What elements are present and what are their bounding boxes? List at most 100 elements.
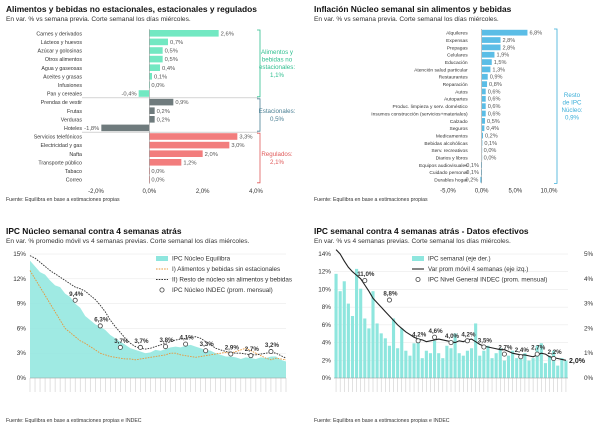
data-label: 1,3% bbox=[492, 67, 505, 73]
data-label: 0,1% bbox=[154, 74, 167, 80]
category-label: Autopartes bbox=[444, 97, 468, 103]
category-label: Bebidas alcohólicas bbox=[424, 141, 468, 147]
bar bbox=[490, 358, 494, 378]
data-label: 0,4% bbox=[162, 66, 175, 72]
group-callout: 2,1% bbox=[270, 159, 285, 166]
bar bbox=[511, 350, 515, 378]
legend-entry: I) Alimentos y bebidas sin estacionales bbox=[172, 266, 280, 273]
category-label: Serv. recreativos bbox=[431, 148, 468, 154]
bar bbox=[481, 51, 495, 58]
panel-subtitle: En var. % promedio móvil vs 4 semanas pr… bbox=[6, 238, 250, 245]
panel-subtitle: En var. % vs semana previa. Corte semana… bbox=[6, 16, 191, 23]
indec-marker bbox=[163, 344, 169, 350]
x-tick-label: 5,0% bbox=[508, 188, 522, 194]
category-label: Azúcar y golosinas bbox=[38, 49, 83, 55]
bar bbox=[494, 353, 498, 378]
indec-marker bbox=[183, 341, 189, 347]
category-label: Calzado bbox=[450, 119, 468, 125]
category-label: Correo bbox=[66, 178, 82, 184]
source-note: Fuente: Equilibra en base a estimaciones… bbox=[6, 197, 120, 203]
x-tick-label: 4,0% bbox=[249, 189, 263, 195]
group-callout: Regulados: bbox=[261, 151, 293, 158]
bar bbox=[552, 350, 556, 378]
series-line bbox=[29, 270, 287, 361]
legend-entry: IPC semanal (eje der.) bbox=[428, 256, 491, 263]
bar bbox=[531, 358, 535, 378]
bar bbox=[515, 358, 519, 378]
bar bbox=[481, 88, 486, 95]
bar bbox=[481, 125, 485, 132]
indec-marker bbox=[551, 356, 557, 362]
data-label: -0,4% bbox=[122, 92, 137, 98]
indec-marker bbox=[464, 338, 470, 344]
bar bbox=[527, 360, 531, 378]
bar bbox=[481, 140, 483, 146]
data-label: 2,0% bbox=[205, 152, 218, 158]
bar bbox=[481, 95, 486, 102]
bar bbox=[481, 66, 491, 73]
indec-marker bbox=[268, 349, 274, 355]
bar bbox=[149, 73, 152, 80]
bar bbox=[408, 355, 412, 378]
bar bbox=[375, 323, 379, 378]
bar bbox=[138, 90, 150, 97]
panel-title: IPC semanal contra 4 semanas atrás - Dat… bbox=[314, 226, 529, 236]
category-label: Equipos audiovisuales bbox=[419, 163, 468, 169]
category-label: Transporte público bbox=[38, 160, 82, 166]
panel-core-nonfood: Inflación Núcleo semanal sin alimentos y… bbox=[314, 4, 594, 204]
callout-text: 0,9% bbox=[565, 115, 580, 122]
bar bbox=[428, 353, 433, 378]
category-label: Otros alimentos bbox=[45, 57, 82, 63]
data-label: 0,6% bbox=[488, 89, 501, 95]
data-label: -1,8% bbox=[84, 126, 99, 132]
bar bbox=[149, 64, 160, 71]
category-label: Atención salud particular bbox=[414, 67, 468, 73]
bar bbox=[535, 345, 539, 378]
data-label: 1,9% bbox=[496, 53, 509, 59]
end-label: 2,0% bbox=[569, 358, 586, 365]
data-label: 0,2% bbox=[157, 109, 170, 115]
data-label: 0,4% bbox=[486, 126, 499, 132]
group-callout: 1,1% bbox=[270, 72, 285, 79]
bar bbox=[469, 348, 474, 378]
indec-marker bbox=[518, 354, 524, 360]
y-left-tick-label: 8% bbox=[322, 304, 332, 311]
category-label: Cuidado personal bbox=[429, 170, 467, 176]
group-callout: Alimentos y bbox=[261, 49, 294, 56]
data-label: 0,0% bbox=[151, 169, 164, 175]
data-label: 0,5% bbox=[165, 57, 178, 63]
bar bbox=[543, 363, 547, 378]
bar bbox=[367, 328, 371, 378]
indec-marker bbox=[386, 297, 392, 303]
y-right-tick-label: 5% bbox=[584, 251, 594, 258]
category-label: Expensas bbox=[446, 38, 468, 44]
x-tick-label: 2,0% bbox=[196, 189, 210, 195]
panel-title: Inflación Núcleo semanal sin alimentos y… bbox=[314, 4, 512, 14]
marker-label: 2,7% bbox=[531, 345, 546, 352]
callout-bracket bbox=[554, 28, 558, 184]
marker-label: 3,5% bbox=[478, 338, 493, 345]
bar bbox=[481, 73, 488, 80]
group-bracket bbox=[257, 98, 261, 132]
bar bbox=[502, 360, 506, 378]
bar bbox=[396, 348, 400, 378]
category-label: Hoteles bbox=[64, 126, 82, 132]
bar bbox=[149, 30, 219, 37]
marker-label: 8,8% bbox=[383, 291, 398, 298]
legend-entry: IPC Nivel General INDEC (prom. mensual) bbox=[428, 277, 547, 284]
source-note: Fuente: Equilibra en base a estimaciones… bbox=[314, 418, 450, 424]
bar bbox=[359, 288, 363, 378]
panel-cpi-4weeks: IPC semanal contra 4 semanas atrás - Dat… bbox=[314, 226, 594, 426]
bar bbox=[480, 162, 482, 168]
bar bbox=[149, 107, 155, 114]
category-label: Alquileres bbox=[446, 31, 468, 37]
bar bbox=[481, 37, 501, 43]
marker-label: 2,7% bbox=[498, 345, 513, 352]
source-note: Fuente: Equilibra en base a estimaciones… bbox=[6, 418, 142, 424]
category-label: Restaurantes bbox=[439, 75, 469, 81]
bar bbox=[481, 59, 492, 65]
bar bbox=[149, 98, 174, 106]
bar bbox=[480, 176, 482, 183]
bar bbox=[560, 358, 564, 378]
marker-label: 4,2% bbox=[461, 331, 476, 338]
